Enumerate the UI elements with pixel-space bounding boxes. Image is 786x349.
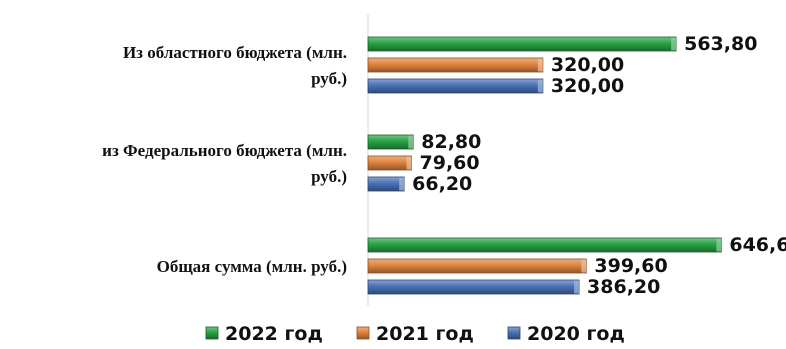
data-label: 563,80 xyxy=(684,33,757,55)
bar-end-cap xyxy=(671,37,677,51)
category-labels: Из областного бюджета (млн. руб.) из Федер… xyxy=(102,43,347,276)
data-label: 320,00 xyxy=(551,54,624,76)
bar-2021-год-0 xyxy=(367,57,544,73)
bar-end-cap xyxy=(716,238,722,252)
bar-end-cap xyxy=(581,259,587,273)
category-label: Из областного бюджета (млн. xyxy=(123,43,347,62)
legend-label: 2022 год xyxy=(225,323,323,345)
data-label: 399,60 xyxy=(594,255,667,277)
bar-end-cap xyxy=(537,58,543,72)
bar-2020-год-0 xyxy=(367,78,544,94)
legend: 2022 год 2021 год 2020 год xyxy=(205,323,625,345)
bar-2022-год-0 xyxy=(367,36,677,52)
legend-label: 2020 год xyxy=(527,323,625,345)
legend-swatch xyxy=(205,326,219,340)
bar-2021-год-1 xyxy=(367,155,412,171)
bars xyxy=(367,36,722,295)
bar-2021-год-2 xyxy=(367,258,587,274)
data-label: 320,00 xyxy=(551,75,624,97)
bar-end-cap xyxy=(408,135,414,149)
data-label: 82,80 xyxy=(421,131,481,153)
legend-label: 2021 год xyxy=(376,323,474,345)
bar-end-cap xyxy=(574,280,580,294)
bar-end-cap xyxy=(406,156,412,170)
bar-2022-год-2 xyxy=(367,237,722,253)
category-label: Общая сумма (млн. руб.) xyxy=(157,257,347,276)
bar-2022-год-1 xyxy=(367,134,414,150)
legend-swatch xyxy=(356,326,370,340)
category-label: из Федерального бюджета (млн. xyxy=(102,141,347,160)
data-label: 386,20 xyxy=(587,276,660,298)
bar-2020-год-1 xyxy=(367,176,405,192)
data-label: 66,20 xyxy=(412,173,472,195)
bar-end-cap xyxy=(537,79,543,93)
bar-end-cap xyxy=(399,177,405,191)
category-label: руб.) xyxy=(311,69,347,88)
category-label: руб.) xyxy=(311,167,347,186)
data-label: 646,60 xyxy=(729,234,786,256)
legend-swatch xyxy=(507,326,521,340)
data-label: 79,60 xyxy=(420,152,480,174)
bar-2020-год-2 xyxy=(367,279,580,295)
